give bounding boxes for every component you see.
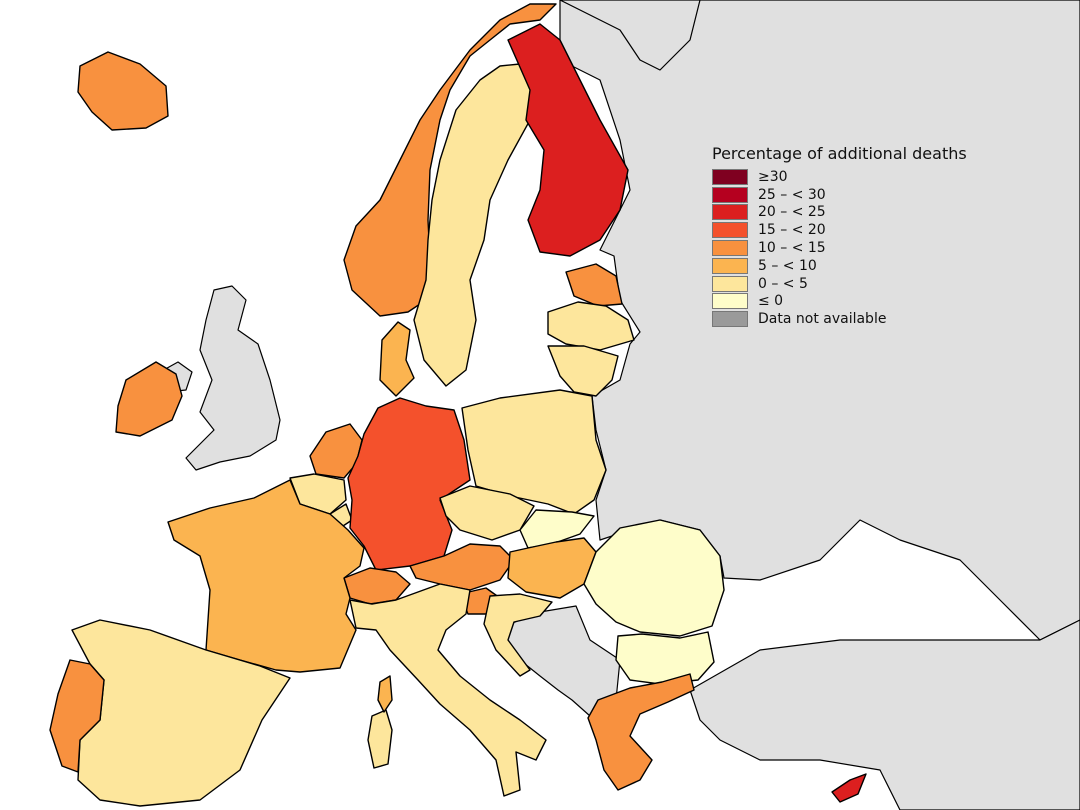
region-bulgaria xyxy=(615,631,715,685)
legend-item: ≤ 0 xyxy=(712,293,967,311)
legend-label: 0 – < 5 xyxy=(758,275,808,292)
legend-item: ≥30 xyxy=(712,168,967,186)
region-greece xyxy=(587,673,695,791)
region-cyprus xyxy=(831,773,867,803)
legend-swatch xyxy=(712,240,748,257)
region-france xyxy=(167,479,365,673)
region-latvia xyxy=(547,301,635,351)
legend-swatch xyxy=(712,275,748,292)
legend: Percentage of additional deaths ≥30 25 – … xyxy=(712,144,967,328)
region-corsica xyxy=(377,675,393,713)
legend-title: Percentage of additional deaths xyxy=(712,144,967,163)
uk-mainland xyxy=(185,285,281,471)
legend-item: 15 – < 20 xyxy=(712,221,967,239)
legend-rows: ≥30 25 – < 30 20 – < 25 15 – < 20 10 – < 15 5… xyxy=(712,168,967,328)
legend-item: 20 – < 25 xyxy=(712,204,967,222)
region-estonia xyxy=(565,263,623,307)
region-denmark xyxy=(379,321,415,397)
region-poland xyxy=(461,389,607,515)
region-finland xyxy=(507,23,629,257)
region-croatia xyxy=(483,593,553,677)
legend-swatch xyxy=(712,186,748,203)
legend-label: Data not available xyxy=(758,311,887,328)
turkey xyxy=(689,619,1080,810)
legend-swatch xyxy=(712,293,748,310)
legend-label: 5 – < 10 xyxy=(758,257,817,274)
region-sweden xyxy=(413,63,541,387)
legend-item: Data not available xyxy=(712,310,967,328)
legend-label: ≥30 xyxy=(758,168,788,185)
no-data-regions xyxy=(159,0,1080,810)
legend-swatch xyxy=(712,257,748,274)
region-portugal xyxy=(49,659,105,773)
legend-label: 20 – < 25 xyxy=(758,204,826,221)
region-iceland xyxy=(77,51,169,131)
legend-item: 0 – < 5 xyxy=(712,275,967,293)
legend-label: 25 – < 30 xyxy=(758,186,826,203)
legend-label: ≤ 0 xyxy=(758,293,784,310)
region-italy xyxy=(349,583,547,797)
region-norway xyxy=(343,3,557,317)
legend-label: 15 – < 20 xyxy=(758,222,826,239)
legend-item: 25 – < 30 xyxy=(712,186,967,204)
region-ireland xyxy=(115,361,183,437)
legend-swatch xyxy=(712,168,748,185)
kola-coast xyxy=(559,0,701,71)
legend-swatch xyxy=(712,204,748,221)
region-sardinia xyxy=(367,709,393,769)
region-switzerland xyxy=(343,567,411,605)
region-netherlands xyxy=(309,423,363,479)
region-lithuania xyxy=(547,345,619,397)
region-romania xyxy=(583,519,725,637)
legend-swatch xyxy=(712,311,748,328)
russia-belarus-ukraine-region xyxy=(559,0,1080,641)
legend-swatch xyxy=(712,222,748,239)
legend-item: 10 – < 15 xyxy=(712,239,967,257)
region-austria xyxy=(409,543,515,591)
legend-item: 5 – < 10 xyxy=(712,257,967,275)
countries xyxy=(49,3,867,807)
legend-label: 10 – < 15 xyxy=(758,240,826,257)
